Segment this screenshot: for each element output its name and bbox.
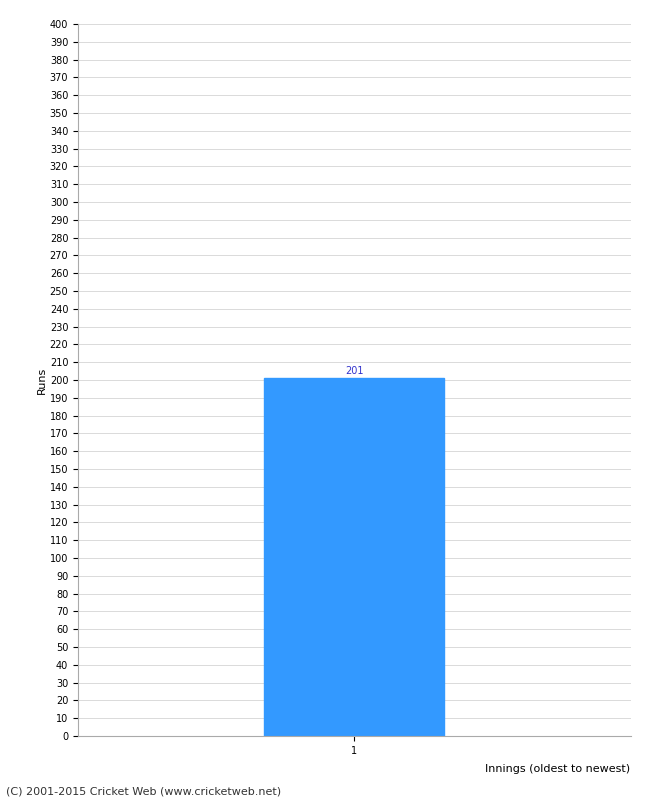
Bar xyxy=(265,378,444,736)
Text: 201: 201 xyxy=(345,366,363,375)
Text: Innings (oldest to newest): Innings (oldest to newest) xyxy=(486,764,630,774)
Y-axis label: Runs: Runs xyxy=(37,366,47,394)
Text: (C) 2001-2015 Cricket Web (www.cricketweb.net): (C) 2001-2015 Cricket Web (www.cricketwe… xyxy=(6,786,281,796)
